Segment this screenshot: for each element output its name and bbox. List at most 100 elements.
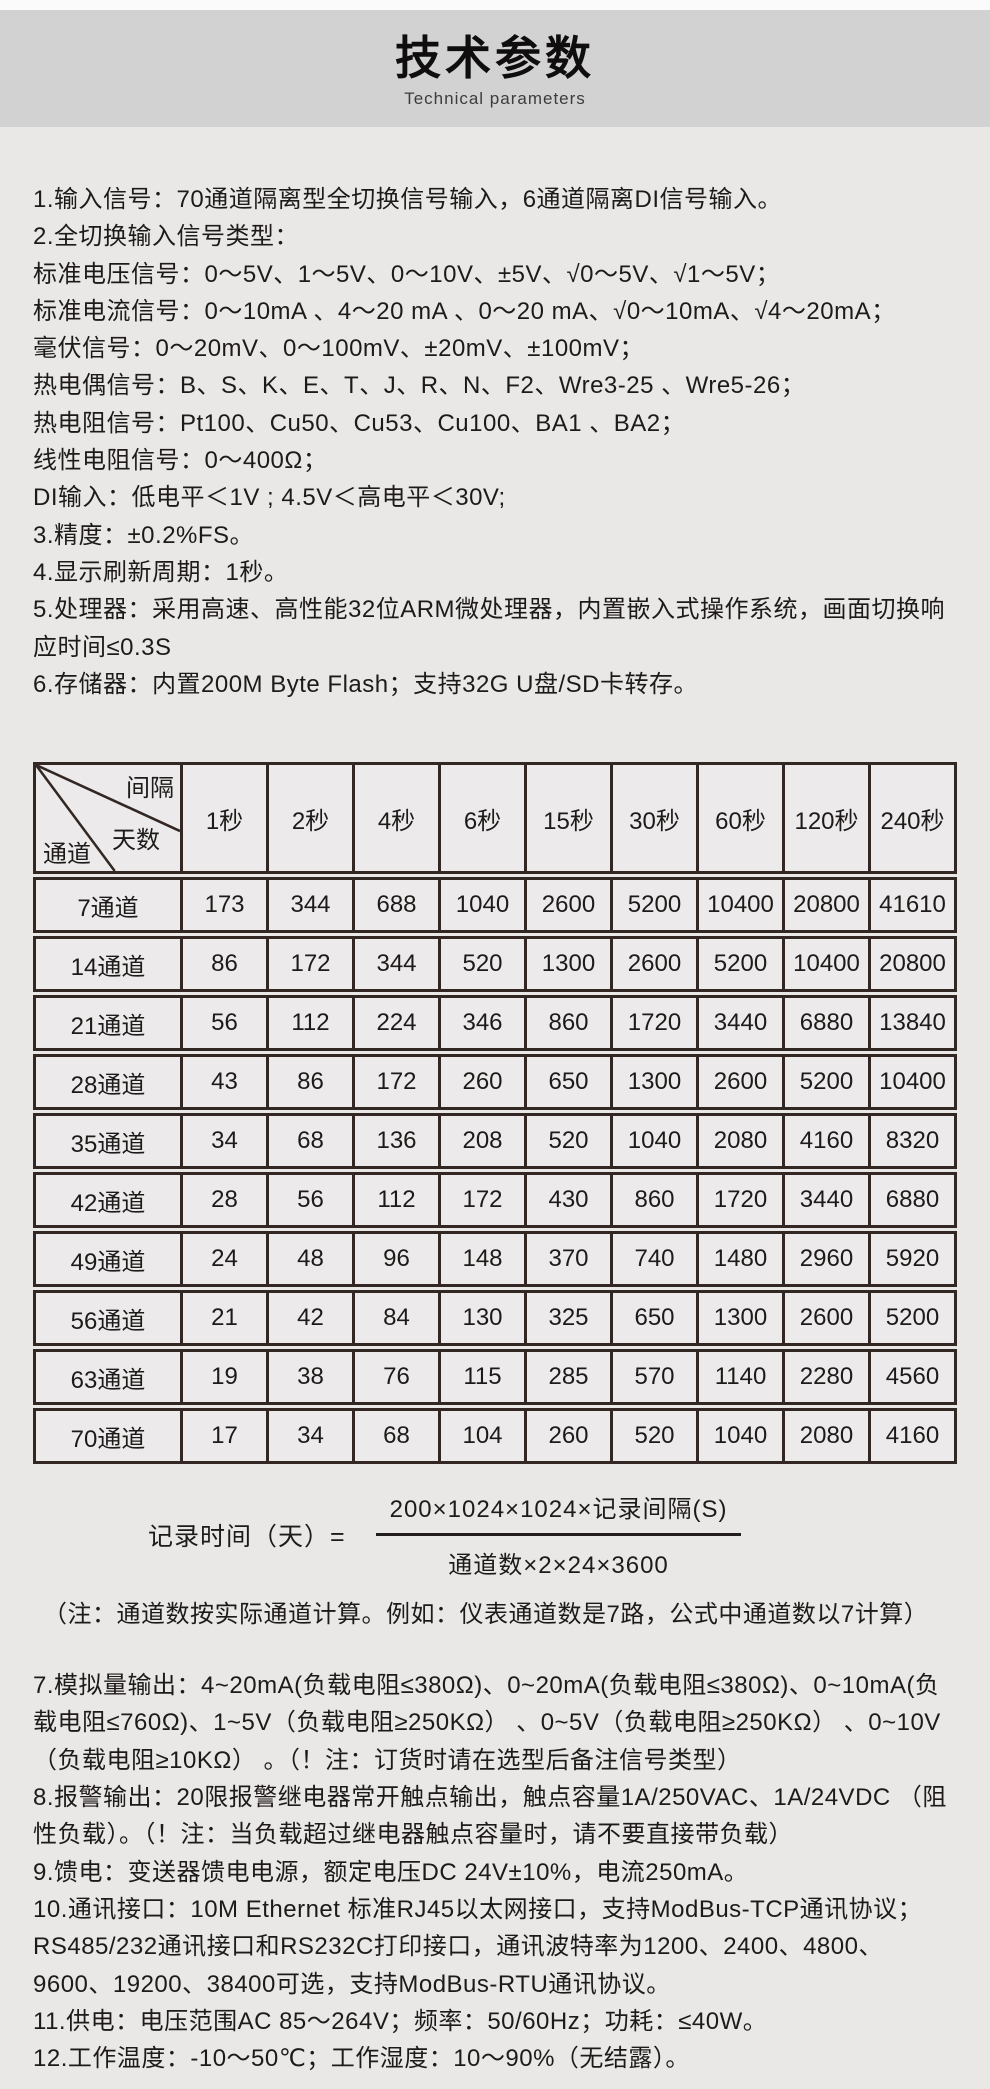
record-days-cell: 344 xyxy=(269,877,355,934)
spec-line: 8.报警输出：20限报警继电器常开触点输出，触点容量1A/250VAC、1A/2… xyxy=(33,1784,947,1849)
record-days-cell: 42 xyxy=(269,1290,355,1347)
table-body: 7通道 173 344 688 1040 2600 5200 10400 20800 41610 1… xyxy=(33,877,957,1465)
table-row: 70通道 17 34 68 104 260 520 1040 2080 4160 xyxy=(33,1408,957,1465)
channel-row-label: 28通道 xyxy=(33,1054,183,1111)
record-days-cell: 10400 xyxy=(871,1054,957,1111)
record-days-cell: 41610 xyxy=(871,877,957,934)
channel-row-label: 14通道 xyxy=(33,936,183,993)
content: 1.输入信号：70通道隔离型全切换信号输入，6通道隔离DI信号输入。 2.全切换输… xyxy=(0,181,990,2077)
record-days-cell: 172 xyxy=(441,1172,527,1229)
record-days-cell: 520 xyxy=(613,1408,699,1465)
record-days-cell: 2600 xyxy=(699,1054,785,1111)
spec-line: 标准电压信号：0～5V、1～5V、0～10V、±5V、√0～5V、√1～5V； xyxy=(33,260,781,288)
record-days-cell: 38 xyxy=(269,1349,355,1406)
channel-row-label: 21通道 xyxy=(33,995,183,1052)
record-days-cell: 740 xyxy=(613,1231,699,1288)
record-days-cell: 325 xyxy=(527,1290,613,1347)
record-days-cell: 4160 xyxy=(785,1113,871,1170)
record-days-cell: 56 xyxy=(183,995,269,1052)
interval-column-header: 15秒 xyxy=(527,762,613,875)
record-days-cell: 112 xyxy=(355,1172,441,1229)
interval-column-header: 240秒 xyxy=(871,762,957,875)
interval-column-header: 4秒 xyxy=(355,762,441,875)
spec-line: 1.输入信号：70通道隔离型全切换信号输入，6通道隔离DI信号输入。 xyxy=(33,186,783,213)
record-days-cell: 5200 xyxy=(871,1290,957,1347)
corner-label-days: 天数 xyxy=(112,827,160,855)
interval-column-header: 1秒 xyxy=(183,762,269,875)
specs-top-list: 1.输入信号：70通道隔离型全切换信号输入，6通道隔离DI信号输入。 2.全切换输… xyxy=(33,181,957,703)
record-days-cell: 1300 xyxy=(613,1054,699,1111)
record-days-cell: 520 xyxy=(441,936,527,993)
record-days-cell: 172 xyxy=(269,936,355,993)
record-days-cell: 86 xyxy=(269,1054,355,1111)
channel-row-label: 56通道 xyxy=(33,1290,183,1347)
spec-line: 热电偶信号：B、S、K、E、T、J、R、N、F2、Wre3-25 、Wre5-2… xyxy=(33,372,806,400)
record-days-cell: 13840 xyxy=(871,995,957,1052)
record-days-cell: 68 xyxy=(269,1113,355,1170)
record-days-cell: 5200 xyxy=(613,877,699,934)
table-row: 63通道 19 38 76 115 285 570 1140 2280 4560 xyxy=(33,1349,957,1406)
record-days-cell: 1720 xyxy=(699,1172,785,1229)
record-days-cell: 5200 xyxy=(699,936,785,993)
record-days-cell: 1040 xyxy=(699,1408,785,1465)
spec-line: 6.存储器：内置200M Byte Flash；支持32G U盘/SD卡转存。 xyxy=(33,670,698,698)
record-days-cell: 86 xyxy=(183,936,269,993)
record-days-cell: 10400 xyxy=(699,877,785,934)
record-days-cell: 19 xyxy=(183,1349,269,1406)
record-days-cell: 2080 xyxy=(699,1113,785,1170)
record-days-cell: 1140 xyxy=(699,1349,785,1406)
record-days-cell: 48 xyxy=(269,1231,355,1288)
record-days-cell: 430 xyxy=(527,1172,613,1229)
record-days-cell: 1300 xyxy=(699,1290,785,1347)
record-days-cell: 2600 xyxy=(613,936,699,993)
record-days-cell: 68 xyxy=(355,1408,441,1465)
channel-row-label: 35通道 xyxy=(33,1113,183,1170)
table-row: 7通道 173 344 688 1040 2600 5200 10400 20800 41610 xyxy=(33,877,957,934)
record-days-cell: 2960 xyxy=(785,1231,871,1288)
top-strip xyxy=(0,0,990,10)
spec-line: 热电阻信号：Pt100、Cu50、Cu53、Cu100、BA1 、BA2； xyxy=(33,409,686,437)
spec-line: 毫伏信号：0～20mV、0～100mV、±20mV、±100mV； xyxy=(33,335,645,363)
record-days-cell: 370 xyxy=(527,1231,613,1288)
record-days-cell: 2280 xyxy=(785,1349,871,1406)
spec-line: 2.全切换输入信号类型： xyxy=(33,223,300,251)
record-days-cell: 6880 xyxy=(871,1172,957,1229)
record-days-cell: 43 xyxy=(183,1054,269,1111)
record-days-cell: 344 xyxy=(355,936,441,993)
diagonal-divider-lines xyxy=(36,765,180,872)
formula-lhs: 记录时间（天）= xyxy=(148,1522,346,1551)
interval-column-header: 60秒 xyxy=(699,762,785,875)
record-days-cell: 172 xyxy=(355,1054,441,1111)
specs-bottom-list: 7.模拟量输出：4~20mA(负载电阻≤380Ω)、0~20mA(负载电阻≤38… xyxy=(33,1667,957,2077)
corner-label-channels: 通道 xyxy=(43,841,91,869)
record-days-cell: 8320 xyxy=(871,1113,957,1170)
record-days-cell: 4560 xyxy=(871,1349,957,1406)
record-days-cell: 28 xyxy=(183,1172,269,1229)
record-days-cell: 10400 xyxy=(785,936,871,993)
formula-note: （注：通道数按实际通道计算。例如：仪表通道数是7路，公式中通道数以7计算） xyxy=(43,1601,929,1629)
table-row: 35通道 34 68 136 208 520 1040 2080 4160 8320 xyxy=(33,1113,957,1170)
spec-line: DI输入：低电平＜1V ; 4.5V＜高电平＜30V; xyxy=(33,484,506,512)
record-days-cell: 285 xyxy=(527,1349,613,1406)
spec-line: 3.精度：±0.2%FS。 xyxy=(33,521,255,549)
record-days-cell: 2600 xyxy=(527,877,613,934)
record-days-cell: 3440 xyxy=(699,995,785,1052)
spec-line: 11.供电：电压范围AC 85～264V；频率：50/60Hz；功耗：≤40W。 xyxy=(33,2007,768,2035)
table-row: 21通道 56 112 224 346 860 1720 3440 6880 13840 xyxy=(33,995,957,1052)
record-days-cell: 860 xyxy=(613,1172,699,1229)
spec-line: 标准电流信号：0～10mA 、4～20 mA 、0～20 mA、√0～10mA、… xyxy=(33,297,896,325)
spec-line: 4.显示刷新周期：1秒。 xyxy=(33,558,289,586)
record-days-cell: 21 xyxy=(183,1290,269,1347)
record-days-cell: 650 xyxy=(613,1290,699,1347)
record-days-cell: 5920 xyxy=(871,1231,957,1288)
formula-numerator: 200×1024×1024×记录间隔(S) xyxy=(375,1489,742,1537)
record-days-cell: 20800 xyxy=(785,877,871,934)
spec-line: 10.通讯接口：10M Ethernet 标准RJ45以太网接口，支持ModBu… xyxy=(33,1895,923,1998)
record-days-cell: 650 xyxy=(527,1054,613,1111)
record-days-cell: 260 xyxy=(441,1054,527,1111)
table-row: 28通道 43 86 172 260 650 1300 2600 5200 10400 xyxy=(33,1054,957,1111)
record-days-cell: 56 xyxy=(269,1172,355,1229)
header-band: 技术参数 Technical parameters xyxy=(0,10,990,127)
record-days-cell: 520 xyxy=(527,1113,613,1170)
